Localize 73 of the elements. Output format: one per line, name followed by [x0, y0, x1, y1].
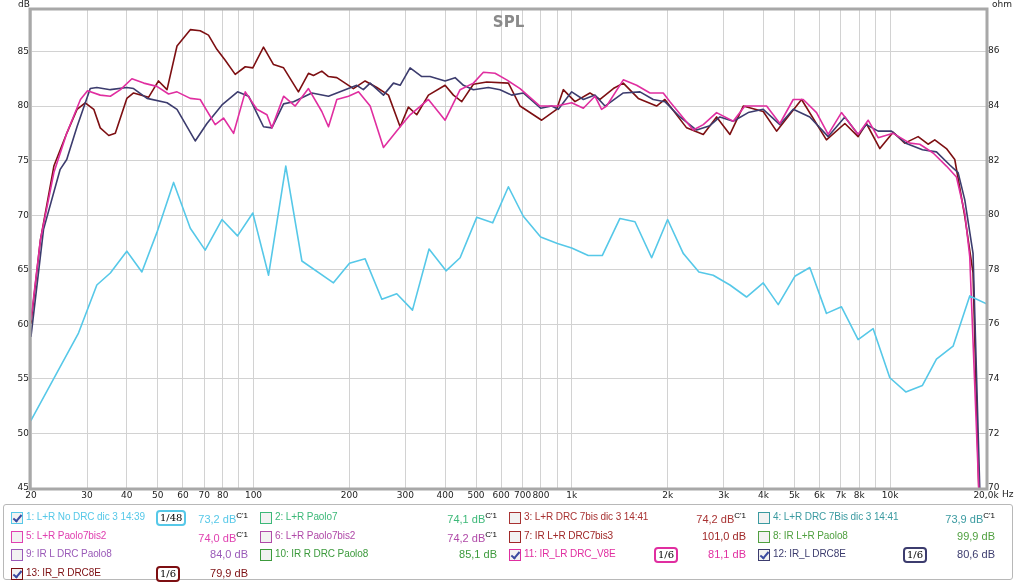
- text: 79,9 dB: [210, 566, 248, 579]
- y-tick-label: 50: [17, 427, 30, 438]
- x-tick-label: 5k: [788, 489, 801, 500]
- x-tick-label: 500: [467, 489, 485, 500]
- fraction-badge: 1/6: [654, 547, 679, 563]
- legend-label: 6: L+R Paolo7bis2: [275, 529, 356, 541]
- x-tick-label: 1k: [566, 489, 579, 500]
- legend-label: 2: L+R Paolo7: [275, 511, 338, 522]
- y-tick-label: 65: [17, 264, 29, 275]
- y-tick-label: 80: [17, 100, 30, 111]
- text: 74,2 dB$^{C'1}$: [696, 511, 746, 525]
- text: 73,2 dB$^{C'1}$: [198, 511, 248, 525]
- text: 99,9 dB: [957, 529, 995, 542]
- text: 74,1 dB$^{C'1}$: [447, 511, 497, 525]
- legend-label: 5: L+R Paolo7bis2: [26, 529, 107, 541]
- text: 101,0 dB: [701, 529, 746, 542]
- x-tick-label: 2k: [662, 489, 674, 500]
- x-tick-label: 7k: [835, 489, 848, 500]
- fraction-badge: 1/6: [903, 547, 928, 563]
- y2-tick-label: 84: [988, 99, 1000, 110]
- x-tick-label: 8k: [853, 489, 866, 500]
- legend-label: 9: IR L DRC Paolo8: [26, 548, 112, 559]
- x-tick-label: 30: [81, 489, 94, 500]
- fraction-badge: 1/6: [156, 565, 181, 582]
- y2-tick-label: 78: [988, 263, 1000, 274]
- x-tick-label: 80: [216, 489, 229, 500]
- legend-label: 12: IR_L DRC8E: [773, 548, 846, 559]
- legend-label: 13: IR_R DRC8E: [26, 566, 101, 578]
- legend-label: 4: L+R DRC 7Bis dic 3 14:41: [773, 511, 899, 522]
- x-axis-title: Hz: [1002, 488, 1014, 499]
- fraction-badge: 1/48: [156, 510, 187, 526]
- y2-tick-label: 74: [988, 373, 1000, 384]
- x-tick-label: 4k: [758, 489, 770, 500]
- x-tick-label: 6k: [814, 489, 826, 500]
- chart-title: SPL: [492, 13, 525, 32]
- x-tick-label: 3k: [718, 489, 730, 500]
- text: 84,0 dB: [210, 548, 248, 560]
- x-tick-label: 100: [244, 489, 263, 500]
- y2-tick-label: 72: [988, 427, 1000, 438]
- x-tick-label: 800: [532, 489, 550, 500]
- x-tick-label: 70: [198, 489, 211, 500]
- x-tick-label: 600: [492, 489, 511, 500]
- y-axis-title: dB: [18, 0, 30, 9]
- x-tick-label: 60: [177, 489, 189, 500]
- x-tick-label: 10k: [881, 489, 900, 500]
- text: 74,2 dB$^{C'1}$: [447, 529, 497, 544]
- y-tick-label: 70: [17, 209, 30, 220]
- text: 73,9 dB$^{C'1}$: [945, 511, 995, 525]
- y2-tick-label: 76: [988, 318, 1000, 329]
- x-tick-label: 700: [513, 489, 532, 500]
- text: 80,6 dB: [957, 548, 995, 560]
- y2-axis-title: ohm: [992, 0, 1012, 9]
- y-tick-label: 85: [17, 45, 29, 56]
- legend-label: 8: IR L+R Paolo8: [773, 529, 848, 541]
- y2-tick-label: 80: [988, 209, 1000, 220]
- y-tick-label: 60: [17, 318, 30, 329]
- legend-label: 3: L+R DRC 7bis dic 3 14:41: [524, 511, 649, 522]
- legend-label: 11: IR_LR DRC_V8E: [524, 548, 616, 559]
- text: 81,1 dB: [708, 548, 746, 560]
- legend-label: 7: IR L+R DRC7bis3: [524, 529, 614, 541]
- y2-tick-label: 86: [988, 45, 1000, 56]
- x-tick-label: 50: [151, 489, 164, 500]
- x-tick-label: 300: [396, 489, 415, 500]
- text: 74,0 dB$^{C'1}$: [198, 529, 248, 544]
- y-tick-label: 55: [17, 373, 29, 384]
- y-tick-label: 75: [17, 154, 29, 165]
- legend-label: 10: IR R DRC Paolo8: [275, 548, 369, 559]
- y2-tick-label: 82: [988, 154, 1000, 165]
- text: 85,1 dB: [459, 548, 497, 560]
- x-tick-label: 40: [121, 489, 133, 500]
- x-tick-label: 200: [340, 489, 359, 500]
- x-tick-label: 400: [436, 489, 455, 500]
- legend-label: 1: L+R No DRC dic 3 14:39: [26, 511, 145, 522]
